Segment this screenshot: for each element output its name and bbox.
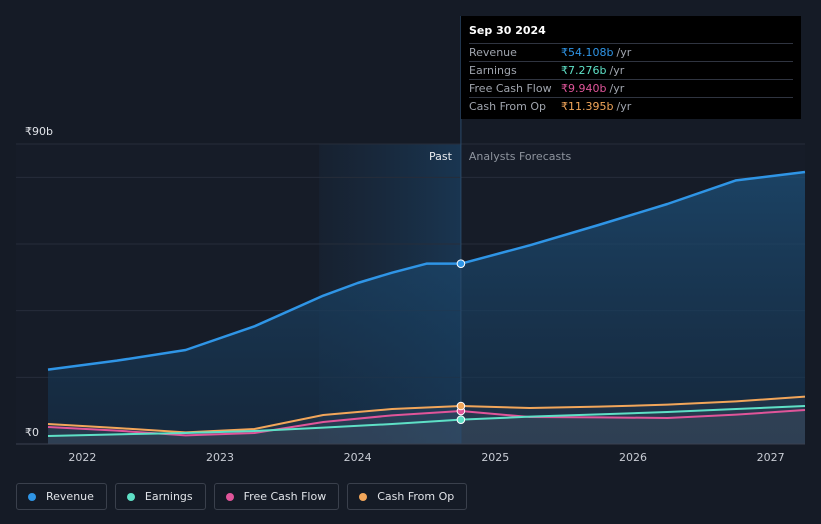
marker-revenue: [456, 259, 466, 268]
tooltip-value: ₹11.395b: [561, 100, 614, 113]
tooltip-label: Cash From Op: [469, 100, 547, 113]
tooltip-row-revenue: Revenue ₹54.108b/yr: [469, 43, 793, 61]
x-tick-label: 2027: [757, 451, 785, 464]
tooltip-label: Revenue: [469, 46, 517, 59]
tooltip-value: ₹54.108b: [561, 46, 614, 59]
past-label: Past: [429, 150, 453, 163]
marker-cash-from-op: [456, 401, 466, 411]
x-tick-label: 2026: [619, 451, 647, 464]
data-tooltip: Sep 30 2024 Revenue ₹54.108b/yr Earnings ₹7…: [461, 16, 801, 119]
forecast-label: Analysts Forecasts: [469, 150, 572, 163]
line-cash-from-op: [47, 395, 806, 434]
legend-item-revenue[interactable]: Revenue: [16, 483, 107, 510]
legend-label: Free Cash Flow: [243, 490, 327, 503]
legend-dot-icon: [28, 492, 36, 501]
tooltip-row-earnings: Earnings ₹7.276b/yr: [469, 61, 793, 79]
marker-earnings: [456, 415, 466, 424]
line-revenue: [47, 170, 806, 371]
tooltip-row-cash-from-op: Cash From Op ₹11.395b/yr: [469, 97, 793, 115]
tooltip-unit: /yr: [609, 82, 625, 95]
tooltip-value: ₹9.940b: [561, 82, 607, 95]
legend-dot-icon: [225, 492, 234, 501]
legend-item-cash-from-op[interactable]: Cash From Op: [347, 483, 468, 510]
legend-dot-icon: [359, 492, 368, 501]
x-tick-label: 2022: [68, 451, 96, 464]
tooltip-value: ₹7.276b: [561, 64, 607, 77]
x-tick-label: 2024: [344, 451, 372, 464]
legend-dot-icon: [126, 492, 135, 501]
legend-label: Cash From Op: [377, 490, 455, 503]
x-tick-label: 2023: [206, 451, 234, 464]
tooltip-label: Free Cash Flow: [469, 82, 552, 95]
legend-item-free-cash-flow[interactable]: Free Cash Flow: [213, 483, 340, 510]
y-tick-label-min: ₹0: [25, 426, 39, 439]
tooltip-label: Earnings: [469, 64, 517, 77]
legend-label: Revenue: [46, 490, 94, 503]
x-tick-label: 2025: [481, 451, 509, 464]
tooltip-unit: /yr: [616, 46, 632, 59]
legend-item-earnings[interactable]: Earnings: [114, 483, 206, 510]
tooltip-row-free-cash-flow: Free Cash Flow ₹9.940b/yr: [469, 79, 793, 97]
tooltip-unit: /yr: [609, 64, 625, 77]
tooltip-date: Sep 30 2024: [469, 24, 546, 37]
line-earnings: [47, 405, 806, 437]
line-free-cash-flow: [47, 409, 806, 437]
y-tick-label-max: ₹90b: [25, 125, 53, 138]
tooltip-unit: /yr: [616, 100, 632, 113]
legend-label: Earnings: [144, 490, 193, 503]
area-revenue: [48, 172, 805, 444]
chart-legend: Revenue Earnings Free Cash Flow Cash From O…: [16, 483, 468, 510]
